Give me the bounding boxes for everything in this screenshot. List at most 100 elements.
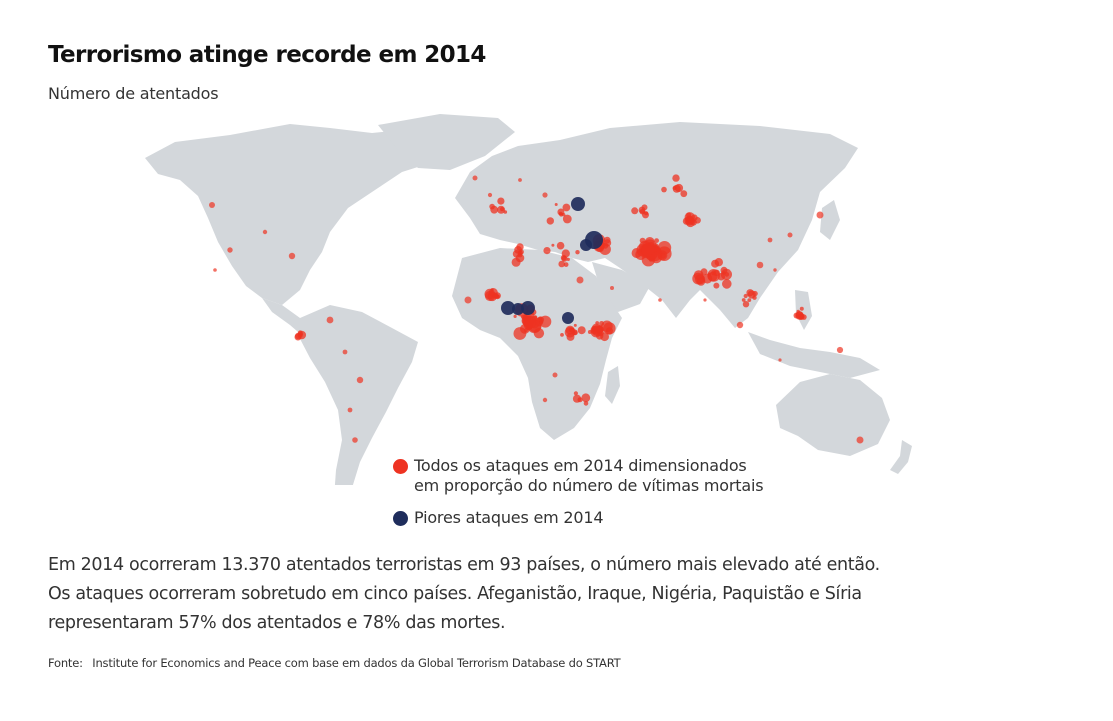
attack-marker: [742, 301, 750, 308]
attack-marker: [262, 229, 268, 235]
attack-marker: [767, 237, 773, 243]
attack-marker: [661, 186, 667, 193]
attack-marker: [566, 332, 575, 341]
attack-marker: [562, 214, 572, 224]
attack-marker: [326, 316, 334, 324]
worst-attack-markers: [501, 197, 603, 324]
chart-title: Terrorismo atinge recorde em 2014: [48, 42, 486, 68]
attack-marker: [639, 208, 646, 215]
attack-marker: [741, 298, 746, 302]
attack-marker: [682, 217, 691, 225]
attack-marker: [601, 320, 613, 333]
legend-navy-dot: [393, 511, 408, 526]
attack-marker: [711, 259, 720, 268]
attack-marker: [490, 205, 499, 214]
attack-marker: [572, 394, 582, 403]
legend-red-dot: [393, 459, 408, 474]
attack-marker: [657, 241, 672, 255]
greenland: [378, 114, 515, 170]
attack-marker: [294, 333, 302, 341]
worst-attack-marker: [521, 301, 535, 315]
attack-marker: [717, 272, 726, 281]
attack-marker: [356, 376, 364, 384]
maritime-southeast-asia: [748, 332, 880, 378]
attack-marker: [743, 293, 748, 299]
attack-marker: [836, 346, 844, 354]
attack-marker: [488, 288, 498, 297]
attack-marker: [537, 316, 543, 322]
attack-marker: [464, 296, 472, 304]
attack-marker: [576, 276, 584, 284]
attack-marker: [641, 204, 648, 211]
chart-subtitle: Número de atentados: [48, 84, 219, 103]
attack-marker: [542, 397, 548, 403]
summary-line-1: Em 2014 ocorreram 13.370 atentados terro…: [48, 555, 880, 575]
attack-marker: [512, 250, 521, 258]
attack-marker: [773, 268, 777, 272]
attack-marker: [787, 232, 793, 238]
attack-marker: [513, 314, 517, 318]
attack-marker: [583, 401, 589, 406]
attack-marker: [213, 268, 217, 272]
attack-marker: [472, 175, 478, 181]
attack-marker: [672, 174, 680, 182]
attack-marker: [352, 437, 358, 443]
attack-marker: [778, 358, 782, 362]
attack-marker: [561, 255, 568, 262]
attack-marker: [511, 257, 521, 267]
worst-attack-marker: [580, 239, 592, 251]
attack-marker: [700, 268, 708, 276]
attack-marker: [672, 184, 681, 193]
philippines: [795, 290, 812, 330]
source-label: Fonte:: [48, 656, 83, 670]
attack-marker: [600, 332, 609, 342]
attack-marker: [497, 197, 505, 205]
legend-all-attacks: Todos os ataques em 2014 dimensionados e…: [392, 456, 764, 496]
attack-marker: [554, 203, 558, 206]
attack-marker: [591, 323, 602, 333]
arabian-peninsula: [592, 262, 650, 312]
attack-marker: [573, 323, 577, 327]
worst-attack-marker: [571, 197, 585, 211]
attack-marker: [631, 248, 642, 258]
attack-marker: [563, 262, 569, 267]
attack-marker: [522, 314, 529, 322]
attack-marker: [566, 257, 570, 261]
attack-marker: [503, 210, 508, 214]
attack-marker: [746, 289, 754, 297]
attack-marker: [518, 178, 522, 182]
south-america: [298, 305, 418, 485]
attack-marker: [556, 241, 565, 250]
north-america: [145, 124, 470, 305]
land-masses: [145, 114, 912, 485]
source-text: Institute for Economics and Peace com ba…: [92, 656, 621, 670]
attack-marker: [209, 202, 215, 208]
attack-marker: [756, 261, 764, 269]
attack-marker: [342, 349, 348, 355]
attack-marker: [513, 327, 527, 340]
attack-marker: [575, 250, 580, 255]
source-note: Fonte: Institute for Economics and Peace…: [48, 656, 621, 670]
attack-marker: [703, 298, 707, 302]
attack-marker: [288, 252, 296, 260]
attack-marker: [696, 277, 706, 286]
eurasia: [455, 122, 858, 328]
attack-marker: [610, 286, 614, 290]
legend-all-attacks-line2: em proporção do número de vítimas mortai…: [414, 476, 764, 495]
summary-line-3: representaram 57% dos atentados e 78% da…: [48, 613, 506, 633]
attack-marker: [658, 298, 662, 302]
attack-marker: [631, 207, 639, 215]
worst-attack-marker: [512, 303, 524, 315]
worst-attack-marker: [501, 301, 515, 315]
map-legend: Todos os ataques em 2014 dimensionados e…: [392, 456, 764, 528]
attack-marker: [568, 328, 572, 332]
attack-marker: [542, 192, 548, 198]
attack-marker: [227, 247, 233, 253]
attack-marker: [799, 306, 804, 311]
attack-marker: [720, 266, 728, 274]
world-map: [145, 114, 912, 485]
legend-worst-attacks: Piores ataques em 2014: [392, 508, 763, 528]
attack-marker: [577, 326, 586, 335]
new-zealand: [890, 440, 912, 474]
legend-all-attacks-line1: Todos os ataques em 2014 dimensionados: [414, 456, 747, 475]
